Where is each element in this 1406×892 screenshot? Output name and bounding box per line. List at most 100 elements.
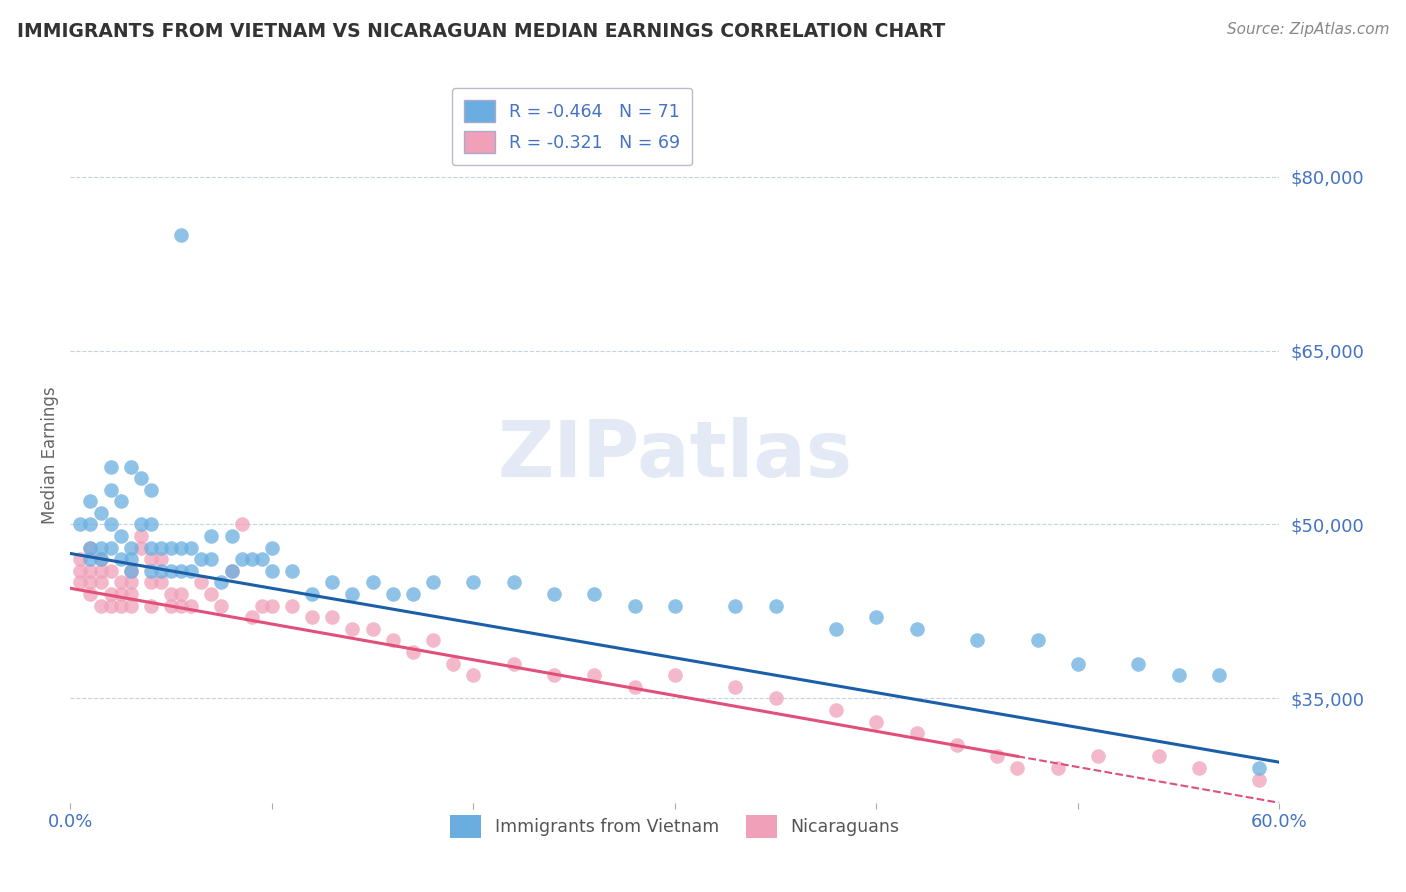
Point — [966, 633, 988, 648]
Point — [160, 599, 183, 613]
Point — [90, 506, 111, 520]
Point — [986, 749, 1008, 764]
Point — [402, 645, 425, 659]
Point — [69, 564, 91, 578]
Point — [110, 529, 132, 543]
Point — [100, 599, 122, 613]
Point — [825, 622, 848, 636]
Point — [905, 622, 928, 636]
Point — [139, 541, 162, 555]
Point — [250, 599, 273, 613]
Point — [543, 668, 565, 682]
Point — [583, 587, 606, 601]
Text: Source: ZipAtlas.com: Source: ZipAtlas.com — [1226, 22, 1389, 37]
Point — [1046, 761, 1069, 775]
Point — [79, 552, 101, 566]
Point — [422, 575, 444, 590]
Point — [69, 517, 91, 532]
Point — [281, 564, 304, 578]
Text: ZIPatlas: ZIPatlas — [498, 417, 852, 493]
Point — [180, 564, 202, 578]
Point — [170, 587, 193, 601]
Point — [441, 657, 464, 671]
Point — [221, 564, 243, 578]
Point — [825, 703, 848, 717]
Point — [139, 552, 162, 566]
Point — [90, 575, 111, 590]
Point — [502, 575, 524, 590]
Point — [463, 575, 485, 590]
Point — [110, 494, 132, 508]
Point — [100, 517, 122, 532]
Point — [1208, 668, 1230, 682]
Point — [160, 587, 183, 601]
Point — [1188, 761, 1211, 775]
Point — [190, 575, 212, 590]
Point — [79, 494, 101, 508]
Point — [90, 541, 111, 555]
Point — [129, 471, 152, 485]
Point — [120, 552, 142, 566]
Point — [120, 459, 142, 474]
Point — [90, 599, 111, 613]
Point — [120, 564, 142, 578]
Point — [664, 668, 686, 682]
Point — [865, 610, 887, 624]
Point — [100, 564, 122, 578]
Point — [623, 680, 645, 694]
Point — [110, 599, 132, 613]
Point — [250, 552, 273, 566]
Point — [724, 599, 747, 613]
Point — [79, 587, 101, 601]
Point — [1249, 761, 1271, 775]
Point — [170, 541, 193, 555]
Point — [170, 564, 193, 578]
Point — [765, 599, 787, 613]
Point — [160, 564, 183, 578]
Point — [321, 575, 343, 590]
Point — [120, 541, 142, 555]
Point — [150, 552, 173, 566]
Point — [240, 610, 263, 624]
Point — [100, 483, 122, 497]
Point — [221, 564, 243, 578]
Point — [1067, 657, 1090, 671]
Point — [180, 599, 202, 613]
Point — [260, 541, 283, 555]
Point — [110, 575, 132, 590]
Point — [231, 517, 253, 532]
Point — [240, 552, 263, 566]
Point — [79, 517, 101, 532]
Point — [402, 587, 425, 601]
Point — [120, 564, 142, 578]
Point — [623, 599, 645, 613]
Point — [361, 622, 384, 636]
Point — [90, 552, 111, 566]
Point — [69, 575, 91, 590]
Point — [79, 564, 101, 578]
Point — [1128, 657, 1150, 671]
Point — [160, 541, 183, 555]
Point — [463, 668, 485, 682]
Point — [79, 541, 101, 555]
Point — [231, 552, 253, 566]
Point — [150, 564, 173, 578]
Point — [543, 587, 565, 601]
Y-axis label: Median Earnings: Median Earnings — [41, 386, 59, 524]
Point — [1147, 749, 1170, 764]
Point — [321, 610, 343, 624]
Point — [1249, 772, 1271, 787]
Point — [361, 575, 384, 590]
Point — [260, 599, 283, 613]
Point — [260, 564, 283, 578]
Point — [301, 587, 323, 601]
Point — [79, 541, 101, 555]
Point — [100, 587, 122, 601]
Point — [90, 552, 111, 566]
Point — [90, 564, 111, 578]
Point — [301, 610, 323, 624]
Point — [664, 599, 686, 613]
Point — [422, 633, 444, 648]
Point — [211, 575, 233, 590]
Point — [129, 517, 152, 532]
